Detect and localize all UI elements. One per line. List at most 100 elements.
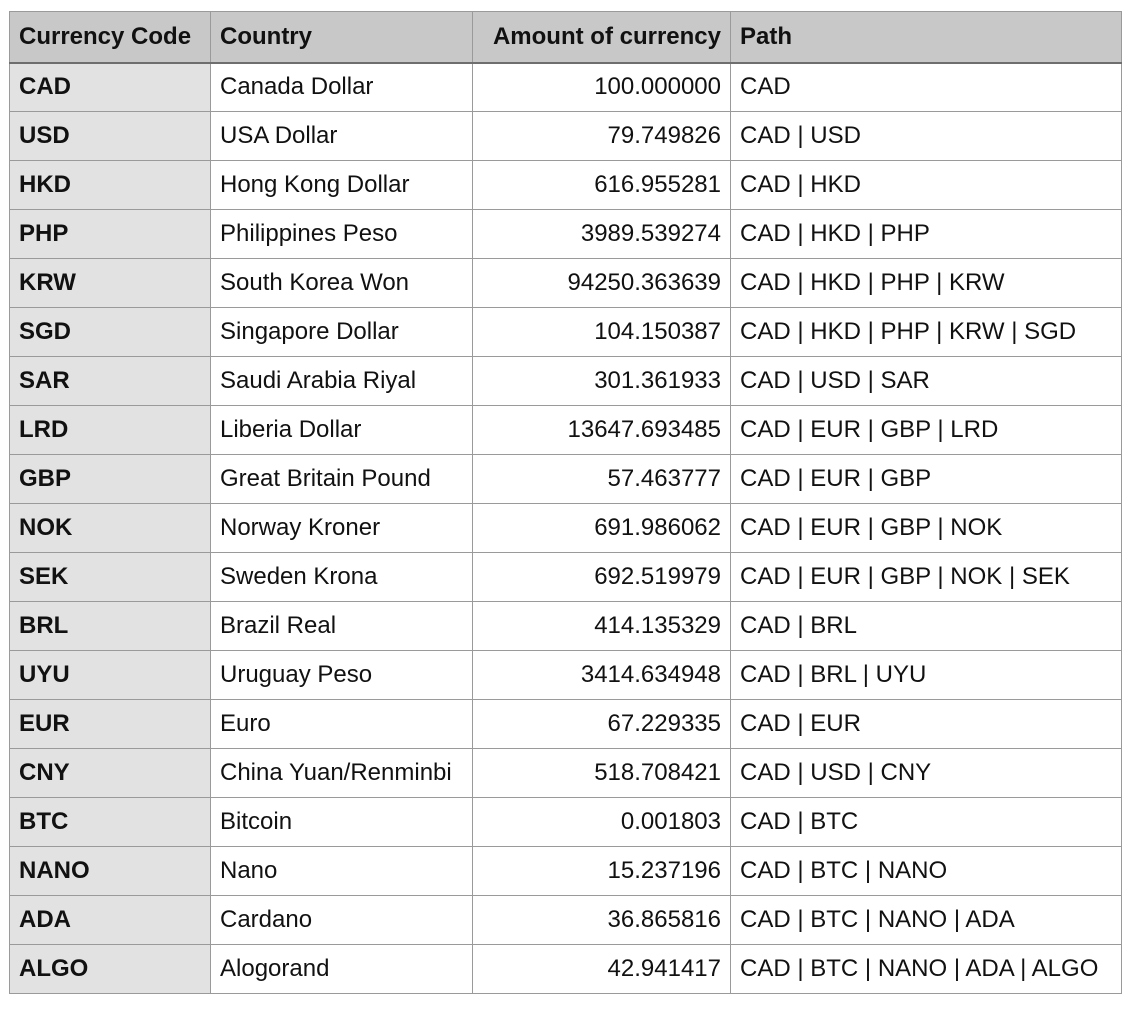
header-row: Currency Code Country Amount of currency… (9, 11, 1122, 64)
table-row: KRW South Korea Won 94250.363639 CAD | HKD … (9, 258, 1122, 308)
amount-cell: 518.708421 (472, 748, 731, 798)
header-country: Country (210, 11, 473, 64)
header-amount: Amount of currency (472, 11, 731, 64)
path-cell: CAD | HKD | PHP | KRW | SGD (730, 307, 1122, 357)
country-cell: Alogorand (210, 944, 473, 994)
currency-code-cell: HKD (9, 160, 211, 210)
country-cell: Hong Kong Dollar (210, 160, 473, 210)
currency-code-cell: USD (9, 111, 211, 161)
currency-code-cell: LRD (9, 405, 211, 455)
currency-code-cell: EUR (9, 699, 211, 749)
table-row: LRD Liberia Dollar 13647.693485 CAD | EUR |… (9, 405, 1122, 455)
country-cell: China Yuan/Renminbi (210, 748, 473, 798)
table-row: EUR Euro 67.229335 CAD | EUR (9, 699, 1122, 749)
table-row: USD USA Dollar 79.749826 CAD | USD (9, 111, 1122, 161)
amount-cell: 104.150387 (472, 307, 731, 357)
table-row: UYU Uruguay Peso 3414.634948 CAD | BRL | UY… (9, 650, 1122, 700)
amount-cell: 57.463777 (472, 454, 731, 504)
amount-cell: 616.955281 (472, 160, 731, 210)
table-row: ADA Cardano 36.865816 CAD | BTC | NANO | AD… (9, 895, 1122, 945)
table-row: PHP Philippines Peso 3989.539274 CAD | HKD … (9, 209, 1122, 259)
amount-cell: 67.229335 (472, 699, 731, 749)
country-cell: Nano (210, 846, 473, 896)
amount-cell: 15.237196 (472, 846, 731, 896)
amount-cell: 691.986062 (472, 503, 731, 553)
table-row: CNY China Yuan/Renminbi 518.708421 CAD | US… (9, 748, 1122, 798)
path-cell: CAD | BRL (730, 601, 1122, 651)
currency-code-cell: ADA (9, 895, 211, 945)
path-cell: CAD | EUR | GBP (730, 454, 1122, 504)
amount-cell: 42.941417 (472, 944, 731, 994)
amount-cell: 94250.363639 (472, 258, 731, 308)
country-cell: Singapore Dollar (210, 307, 473, 357)
currency-code-cell: NOK (9, 503, 211, 553)
currency-code-cell: GBP (9, 454, 211, 504)
header-path: Path (730, 11, 1122, 64)
amount-cell: 414.135329 (472, 601, 731, 651)
country-cell: Philippines Peso (210, 209, 473, 259)
path-cell: CAD | BTC | NANO | ADA | ALGO (730, 944, 1122, 994)
table-row: HKD Hong Kong Dollar 616.955281 CAD | HKD (9, 160, 1122, 210)
country-cell: Liberia Dollar (210, 405, 473, 455)
currency-code-cell: BTC (9, 797, 211, 847)
table-row: ALGO Alogorand 42.941417 CAD | BTC | NANO |… (9, 944, 1122, 994)
table-row: SAR Saudi Arabia Riyal 301.361933 CAD | USD… (9, 356, 1122, 406)
currency-code-cell: SAR (9, 356, 211, 406)
currency-code-cell: BRL (9, 601, 211, 651)
country-cell: Brazil Real (210, 601, 473, 651)
path-cell: CAD | BTC (730, 797, 1122, 847)
currency-code-cell: KRW (9, 258, 211, 308)
table-header: Currency Code Country Amount of currency… (9, 11, 1122, 64)
table-row: NOK Norway Kroner 691.986062 CAD | EUR | GB… (9, 503, 1122, 553)
country-cell: Euro (210, 699, 473, 749)
country-cell: USA Dollar (210, 111, 473, 161)
currency-code-cell: ALGO (9, 944, 211, 994)
amount-cell: 301.361933 (472, 356, 731, 406)
table-row: SEK Sweden Krona 692.519979 CAD | EUR | GBP… (9, 552, 1122, 602)
amount-cell: 692.519979 (472, 552, 731, 602)
amount-cell: 79.749826 (472, 111, 731, 161)
path-cell: CAD | EUR | GBP | NOK | SEK (730, 552, 1122, 602)
table-body: CAD Canada Dollar 100.000000 CAD USD USA Doll… (9, 62, 1122, 994)
path-cell: CAD | HKD (730, 160, 1122, 210)
country-cell: South Korea Won (210, 258, 473, 308)
table-row: BTC Bitcoin 0.001803 CAD | BTC (9, 797, 1122, 847)
amount-cell: 13647.693485 (472, 405, 731, 455)
country-cell: Cardano (210, 895, 473, 945)
amount-cell: 100.000000 (472, 62, 731, 112)
path-cell: CAD | USD | SAR (730, 356, 1122, 406)
country-cell: Bitcoin (210, 797, 473, 847)
path-cell: CAD | BTC | NANO | ADA (730, 895, 1122, 945)
currency-code-cell: SGD (9, 307, 211, 357)
amount-cell: 3414.634948 (472, 650, 731, 700)
country-cell: Saudi Arabia Riyal (210, 356, 473, 406)
country-cell: Norway Kroner (210, 503, 473, 553)
currency-code-cell: PHP (9, 209, 211, 259)
path-cell: CAD | BRL | UYU (730, 650, 1122, 700)
path-cell: CAD | USD | CNY (730, 748, 1122, 798)
path-cell: CAD | BTC | NANO (730, 846, 1122, 896)
path-cell: CAD (730, 62, 1122, 112)
currency-code-cell: UYU (9, 650, 211, 700)
header-currency-code: Currency Code (9, 11, 211, 64)
country-cell: Great Britain Pound (210, 454, 473, 504)
table-row: SGD Singapore Dollar 104.150387 CAD | HKD |… (9, 307, 1122, 357)
path-cell: CAD | EUR | GBP | LRD (730, 405, 1122, 455)
country-cell: Sweden Krona (210, 552, 473, 602)
path-cell: CAD | HKD | PHP | KRW (730, 258, 1122, 308)
amount-cell: 3989.539274 (472, 209, 731, 259)
country-cell: Canada Dollar (210, 62, 473, 112)
table-row: BRL Brazil Real 414.135329 CAD | BRL (9, 601, 1122, 651)
currency-table: Currency Code Country Amount of currency… (9, 11, 1122, 994)
amount-cell: 36.865816 (472, 895, 731, 945)
table-row: GBP Great Britain Pound 57.463777 CAD | EUR… (9, 454, 1122, 504)
table-row: CAD Canada Dollar 100.000000 CAD (9, 62, 1122, 112)
amount-cell: 0.001803 (472, 797, 731, 847)
path-cell: CAD | USD (730, 111, 1122, 161)
path-cell: CAD | EUR (730, 699, 1122, 749)
table-row: NANO Nano 15.237196 CAD | BTC | NANO (9, 846, 1122, 896)
currency-code-cell: CNY (9, 748, 211, 798)
currency-code-cell: SEK (9, 552, 211, 602)
country-cell: Uruguay Peso (210, 650, 473, 700)
path-cell: CAD | HKD | PHP (730, 209, 1122, 259)
